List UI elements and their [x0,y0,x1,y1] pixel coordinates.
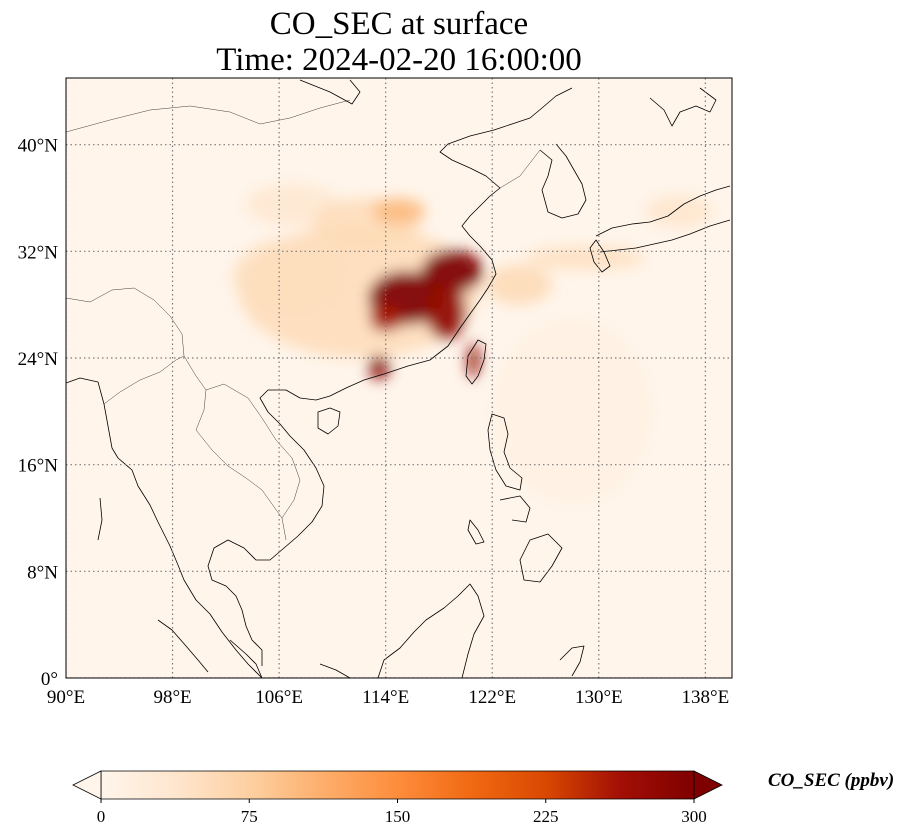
coastline-korea [539,143,587,219]
map-title: CO_SEC at surface [269,6,529,42]
plume-northwest-streak [245,183,340,227]
concentration-field [232,183,713,505]
colorbar-extend-min [72,770,102,800]
lon-label-98: 98°E [153,687,191,708]
graticule [66,78,732,678]
hotspot-zhejiang-fujian [425,283,466,340]
colorbar-extend-max [693,770,723,800]
border-laos-vietnam [205,383,301,519]
lon-label-130: 130°E [575,687,623,708]
longitude-tick-labels: 90°E 98°E 106°E 114°E 122°E 130°E 138°E [47,687,729,708]
coastline-sumatra-malay [157,619,351,678]
haze-western-pacific [492,318,653,505]
cb-tick-label-225: 225 [533,807,559,826]
coastline-japan-honshu [595,185,731,253]
lat-label-8: 8°N [27,562,58,583]
lon-label-138: 138°E [682,687,730,708]
lon-label-122: 122°E [468,687,516,708]
coastline-andaman [97,497,103,541]
cb-tick-label-0: 0 [97,807,106,826]
coastline-taiwan [465,339,487,385]
coastline-hainan [317,407,341,435]
colorbar-gradient [100,770,695,800]
cb-tick-label-300: 300 [681,807,707,826]
lat-label-16: 16°N [18,456,59,477]
hotspot-taiwan-west [467,343,480,378]
coastline-borneo [377,583,485,678]
coastline-sakhalin-north [299,79,361,105]
lat-label-24: 24°N [18,349,59,370]
border-north-korea [499,149,541,189]
colorbar: 0 75 150 225 300 [72,770,723,826]
map-subtitle-time: Time: 2024-02-20 16:00:00 [216,42,582,78]
lon-label-90: 90°E [47,687,85,708]
coastline-japan-kyushu [589,239,611,273]
plot-frame [65,77,733,679]
cb-tick-label-150: 150 [385,807,411,826]
lon-label-114: 114°E [362,687,409,708]
coastlines-and-borders [66,79,731,678]
plume-east-china-sea [485,264,553,305]
hotspot-yangtze-river-delta [421,250,483,293]
border-mongolia [66,99,351,133]
border-thailand-cambodia [195,429,287,541]
lat-label-40: 40°N [18,136,59,157]
plume-japan-east [645,195,713,228]
lat-label-32: 32°N [18,242,59,263]
coastline-hokkaido [649,87,717,127]
coastline-luzon [487,413,523,491]
colorbar-ticks: 0 75 150 225 300 [97,799,707,826]
coastline-philippines-south [467,495,563,583]
latitude-tick-labels: 0° 8°N 16°N 24°N 32°N 40°N [18,136,59,690]
plume-west-sichuan [232,238,353,318]
colorbar-label: CO_SEC (ppbv) [768,770,895,791]
lon-label-106: 106°E [255,687,303,708]
border-china-india-region [66,287,185,357]
cb-tick-label-75: 75 [241,807,258,826]
hotspot-guangdong [368,355,390,380]
lat-label-0: 0° [41,669,58,690]
plume-korea-japan-band [525,246,646,270]
coastline-sulawesi [559,645,585,677]
plume-north-yellow-river [372,198,426,225]
